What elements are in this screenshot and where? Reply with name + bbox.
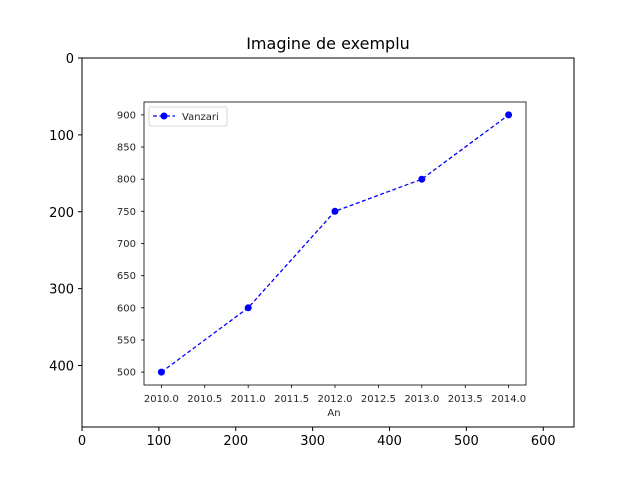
inner-x-tick-label: 2010.5 [187,394,222,405]
legend: Vanzari [148,106,228,127]
inner-y-tick-label: 700 [117,239,136,250]
embedded-image: 2010.0 2010.5 2011.0 2011.5 2012.0 2012.5 2013… [117,101,527,419]
inner-y-tick-label: 650 [117,271,136,282]
inner-y-tick-label: 850 [117,143,136,154]
outer-y-tick-label: 300 [49,283,74,298]
outer-x-tick-label: 400 [377,434,402,449]
inner-x-axis: 2010.0 2010.5 2011.0 2011.5 2012.0 2012.5 2013… [144,385,526,405]
inner-x-tick-label: 2014.0 [491,394,526,405]
data-point [418,175,426,183]
inner-y-axis: 500 550 600 650 700 750 800 850 900 [117,110,144,379]
outer-x-tick-label: 600 [531,434,556,449]
inner-x-tick-label: 2011.0 [231,394,266,405]
outer-y-tick-label: 400 [49,360,74,375]
inner-y-tick-label: 500 [117,368,136,379]
outer-y-tick-label: 100 [49,129,74,144]
inner-plot-frame [143,101,527,386]
outer-x-tick-label: 200 [223,434,248,449]
inner-x-tick-label: 2011.5 [274,394,309,405]
inner-y-tick-label: 900 [117,110,136,121]
outer-x-tick-label: 100 [146,434,171,449]
series-layer [157,111,513,376]
outer-x-axis: 0 100 200 300 400 500 600 [78,427,556,449]
outer-y-tick-label: 200 [49,206,74,221]
outer-x-tick-label: 0 [78,434,86,449]
inner-y-tick-label: 750 [117,207,136,218]
outer-x-tick-label: 500 [454,434,479,449]
inner-x-tick-label: 2012.5 [361,394,396,405]
inner-x-axis-label: An [327,408,340,419]
legend-box [148,106,228,127]
inner-x-tick-label: 2012.0 [318,394,353,405]
inner-x-tick-label: 2013.0 [404,394,439,405]
inner-x-tick-label: 2010.0 [144,394,179,405]
data-point [331,207,339,215]
outer-x-tick-label: 300 [300,434,325,449]
legend-marker [160,112,168,120]
data-point [505,111,513,119]
data-point [157,368,165,376]
inner-y-tick-label: 550 [117,335,136,346]
legend-label: Vanzari [182,112,219,123]
chart-title: Imagine de exemplu [246,34,410,53]
outer-y-tick-label: 0 [66,52,74,67]
inner-y-tick-label: 800 [117,175,136,186]
data-point [244,304,252,312]
inner-x-tick-label: 2013.5 [448,394,483,405]
outer-y-axis: 0 100 200 300 400 [49,52,82,375]
inner-y-tick-label: 600 [117,303,136,314]
